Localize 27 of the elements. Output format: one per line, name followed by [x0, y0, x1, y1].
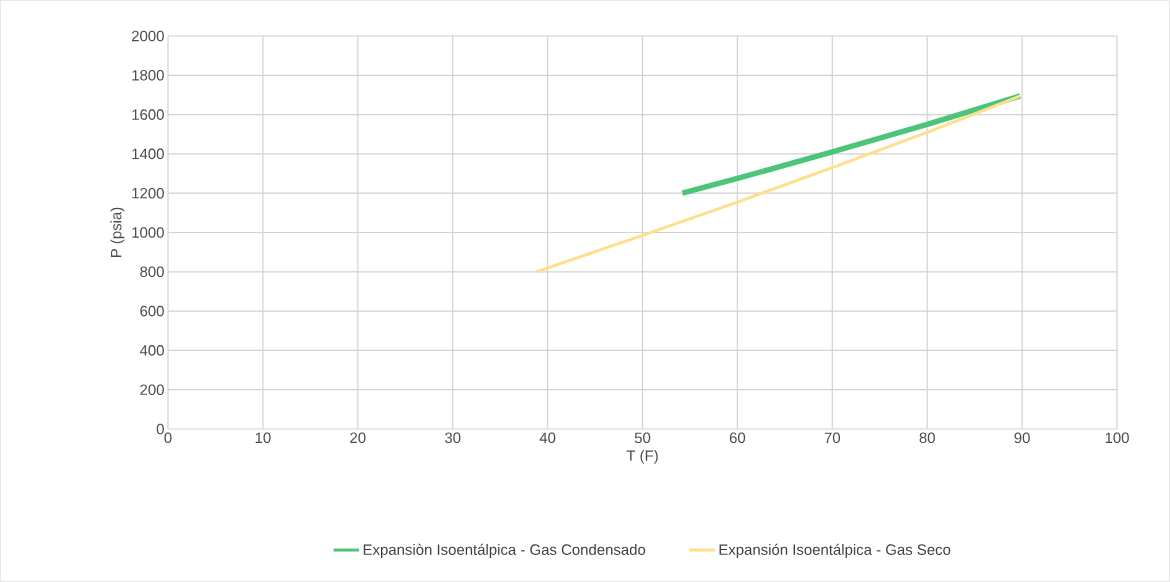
- y-tick-label: 2000: [131, 30, 164, 42]
- legend-label: Expansión Isoentálpica - Gas Seco: [719, 543, 951, 558]
- x-tick-label: 20: [350, 432, 366, 444]
- line-series: [534, 94, 1022, 274]
- y-tick-label: 800: [140, 266, 164, 278]
- x-tick-label: 30: [444, 432, 461, 444]
- legend-label: Expansiòn Isoentálpica - Gas Condensado: [363, 543, 646, 558]
- y-tick-label: 1400: [132, 148, 164, 160]
- y-tick-label: 1000: [132, 227, 164, 238]
- x-tick-label: 70: [824, 432, 841, 444]
- y-tick-label: 1600: [132, 109, 164, 120]
- x-tick-label: 0: [164, 432, 172, 444]
- x-tick-label: 10: [255, 432, 271, 444]
- y-tick-label: 200: [140, 384, 164, 395]
- x-tick-label: 90: [1014, 432, 1030, 444]
- y-tick-label: 1200: [132, 187, 164, 199]
- x-axis-title: T (F): [626, 449, 658, 464]
- x-tick-label: 50: [634, 432, 651, 444]
- y-tick-label: 400: [139, 345, 164, 356]
- y-tick-label: 1800: [132, 70, 164, 81]
- y-tick-label: 0: [156, 423, 164, 435]
- x-tick-label: 80: [919, 432, 935, 444]
- x-tick-label: 100: [1105, 432, 1129, 444]
- x-tick-label: 60: [729, 432, 746, 444]
- y-tick-label: 600: [140, 305, 164, 317]
- y-axis-title: P (psia): [110, 207, 125, 258]
- x-tick-label: 40: [539, 432, 556, 444]
